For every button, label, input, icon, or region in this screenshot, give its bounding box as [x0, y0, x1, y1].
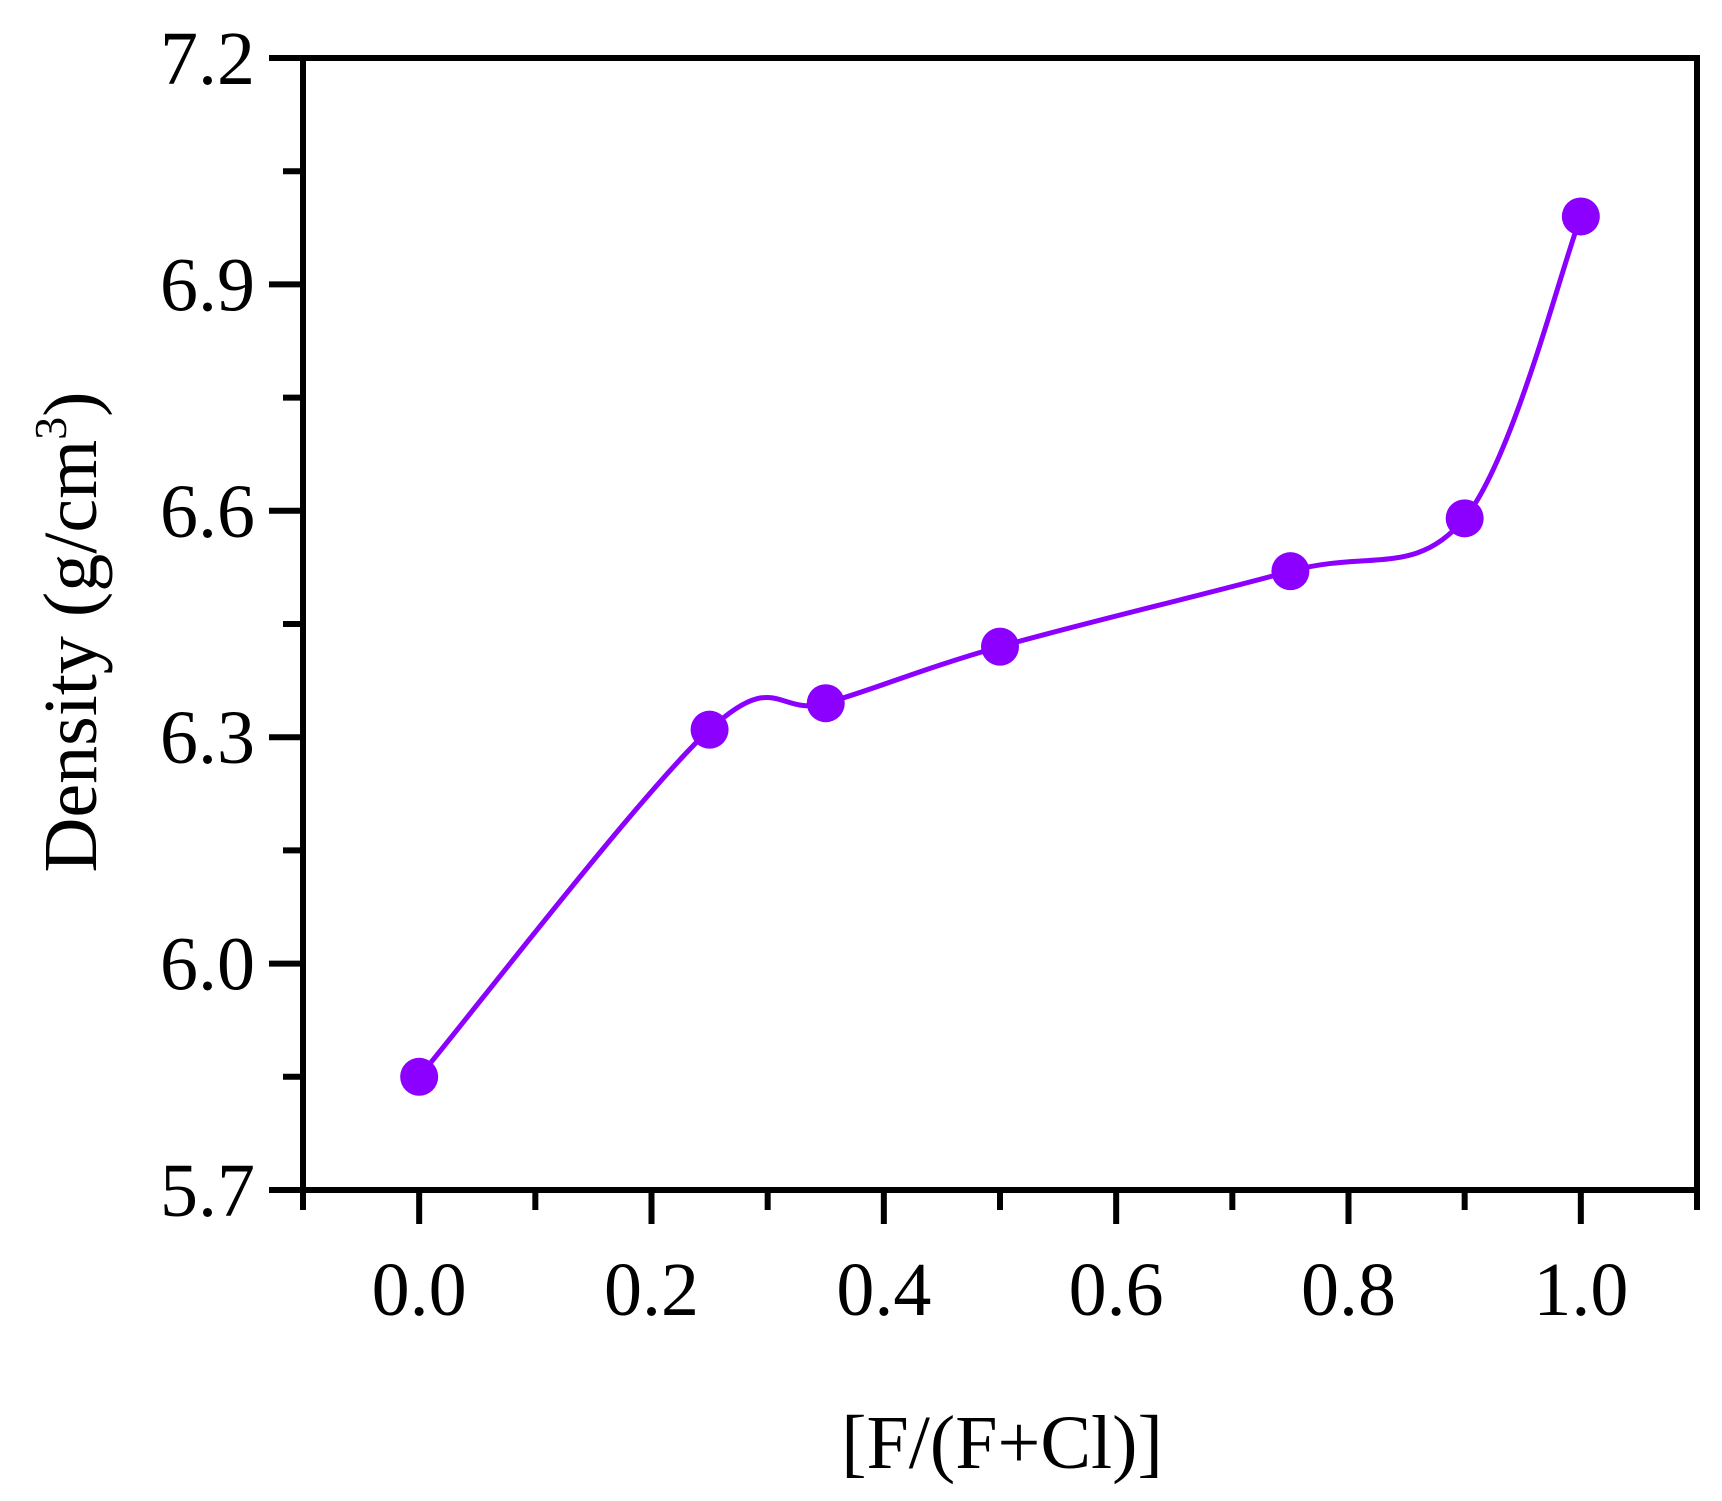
y-tick-label: 6.9: [160, 243, 255, 327]
data-point: [400, 1057, 439, 1096]
y-tick-label: 6.3: [160, 696, 255, 780]
y-axis-title-suffix: ): [29, 391, 113, 416]
x-tick-label: 0.2: [604, 1248, 699, 1332]
y-axis-title-main: Density (g/cm: [29, 440, 113, 873]
y-tick-label: 6.6: [160, 470, 255, 554]
labels-layer: 0.0 0.2 0.4 0.6 0.8 1.0 5.7 6.0 6.3 6.6 6.9 7.2: [160, 17, 1628, 1332]
y-tick-label: 7.2: [160, 17, 255, 101]
axes-layer: [269, 55, 1700, 1224]
data-point: [1271, 552, 1310, 591]
x-tick-label: 1.0: [1533, 1248, 1628, 1332]
y-tick-label: 5.7: [160, 1149, 255, 1233]
data-point: [981, 627, 1019, 666]
x-axis-title: [F/(F+Cl)]: [841, 1401, 1163, 1485]
y-axis-title: Density (g/cm3): [25, 391, 113, 872]
y-axis-title-superscript: 3: [25, 417, 76, 440]
y-tick-label: 6.0: [160, 923, 255, 1007]
x-tick-label: 0.4: [836, 1248, 931, 1332]
data-point: [1561, 197, 1600, 236]
data-point: [690, 710, 729, 749]
x-tick-label: 0.6: [1069, 1248, 1164, 1332]
points-layer: [400, 197, 1600, 1096]
x-tick-label: 0.0: [372, 1248, 467, 1332]
data-point: [1445, 499, 1484, 538]
plot-frame: [300, 55, 1700, 1193]
data-point: [806, 684, 845, 723]
x-tick-label: 0.8: [1301, 1248, 1396, 1332]
